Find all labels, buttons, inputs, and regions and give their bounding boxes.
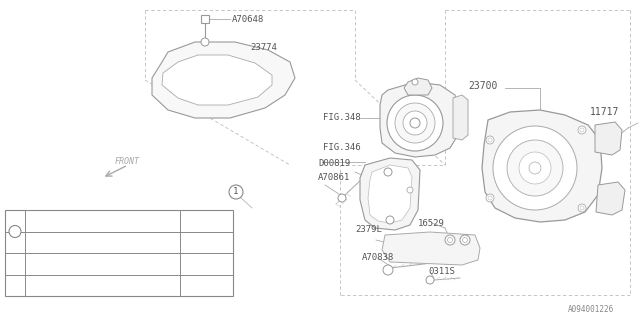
Polygon shape: [596, 182, 625, 215]
Text: 11717: 11717: [590, 107, 620, 117]
Circle shape: [410, 118, 420, 128]
Text: A094001226: A094001226: [568, 306, 614, 315]
Circle shape: [493, 126, 577, 210]
Text: 1: 1: [13, 227, 17, 236]
Circle shape: [445, 235, 455, 245]
Text: D00819: D00819: [318, 158, 350, 167]
Text: 1: 1: [234, 188, 239, 196]
Circle shape: [412, 79, 418, 85]
Circle shape: [486, 194, 494, 202]
Text: K21843(-'12MY1107): K21843(-'12MY1107): [28, 259, 116, 268]
Circle shape: [580, 128, 584, 132]
Polygon shape: [152, 42, 295, 118]
Circle shape: [338, 194, 346, 202]
Text: 23774: 23774: [250, 44, 277, 52]
Circle shape: [386, 216, 394, 224]
Circle shape: [447, 237, 452, 243]
Circle shape: [9, 226, 21, 237]
Text: 255: 255: [185, 270, 200, 279]
Text: FIG.346: FIG.346: [323, 143, 360, 153]
Circle shape: [229, 185, 243, 199]
Circle shape: [488, 196, 492, 200]
Circle shape: [201, 38, 209, 46]
Text: 23700: 23700: [468, 81, 497, 91]
Circle shape: [403, 111, 427, 135]
Circle shape: [578, 204, 586, 212]
Text: K21842(-'12MY1107): K21842(-'12MY1107): [28, 216, 116, 225]
Circle shape: [529, 162, 541, 174]
Circle shape: [580, 206, 584, 210]
Text: 253+257: 253+257: [185, 227, 220, 236]
Polygon shape: [595, 122, 622, 155]
Circle shape: [486, 136, 494, 144]
FancyBboxPatch shape: [5, 210, 233, 296]
Text: K21845('12MY1107-): K21845('12MY1107-): [28, 281, 116, 290]
Polygon shape: [368, 165, 412, 223]
Text: 16529: 16529: [418, 219, 445, 228]
Text: A70648: A70648: [232, 14, 264, 23]
Text: FIG.348: FIG.348: [323, 114, 360, 123]
Text: FRONT: FRONT: [115, 157, 140, 166]
Polygon shape: [382, 232, 480, 265]
Circle shape: [519, 152, 551, 184]
Circle shape: [387, 95, 443, 151]
Circle shape: [460, 235, 470, 245]
Circle shape: [488, 138, 492, 142]
Circle shape: [426, 276, 434, 284]
Circle shape: [384, 168, 392, 176]
Text: A70861: A70861: [318, 172, 350, 181]
Polygon shape: [162, 55, 272, 105]
Polygon shape: [453, 95, 468, 140]
FancyBboxPatch shape: [201, 15, 209, 23]
Circle shape: [395, 103, 435, 143]
Circle shape: [507, 140, 563, 196]
Text: A70838: A70838: [362, 253, 394, 262]
Text: 0311S: 0311S: [428, 268, 455, 276]
Circle shape: [578, 126, 586, 134]
Polygon shape: [404, 78, 432, 95]
Text: K21846('12MY1107-): K21846('12MY1107-): [28, 238, 116, 247]
Polygon shape: [360, 158, 420, 230]
Circle shape: [383, 265, 393, 275]
Circle shape: [463, 237, 467, 243]
Polygon shape: [482, 110, 602, 222]
Circle shape: [407, 187, 413, 193]
Polygon shape: [380, 82, 458, 157]
Text: 2379L: 2379L: [355, 226, 382, 235]
